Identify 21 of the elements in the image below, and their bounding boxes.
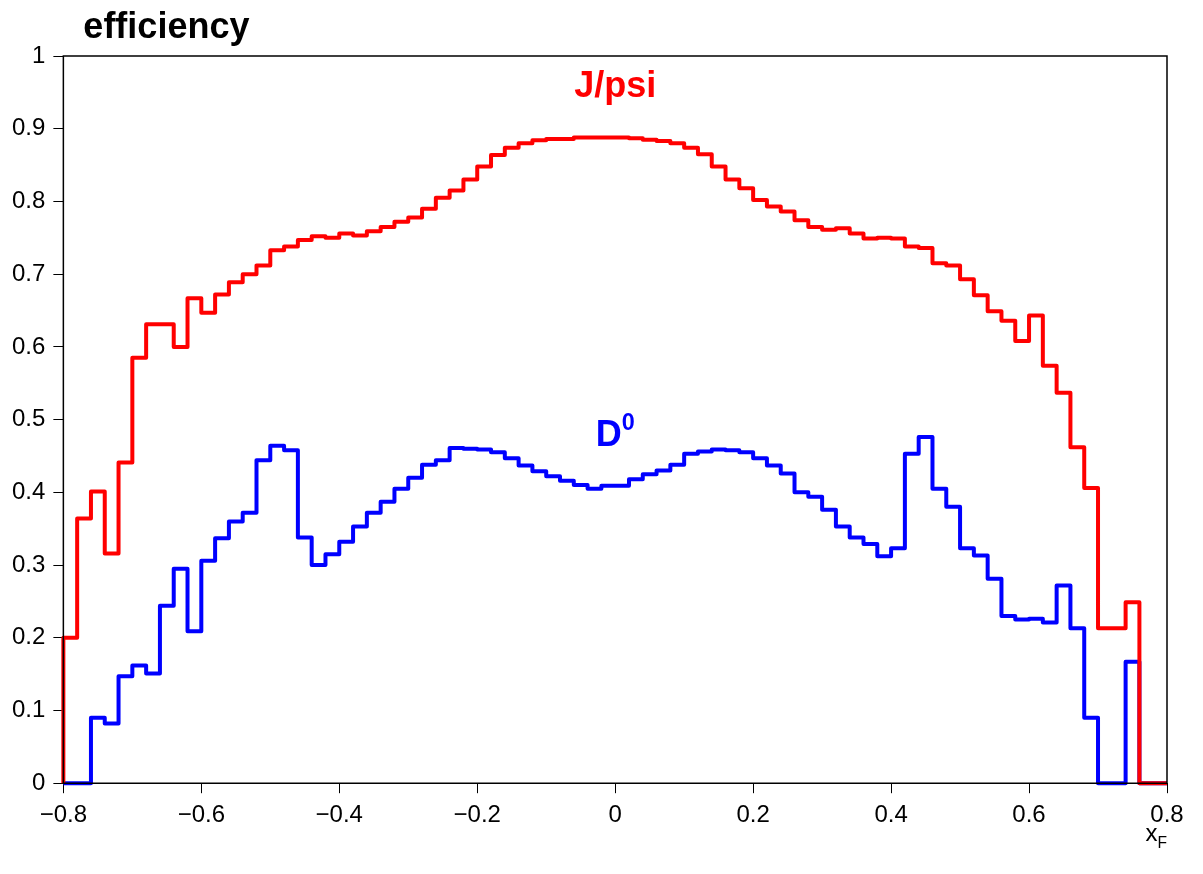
y-tick-label: 0.9 bbox=[11, 113, 46, 141]
x-tick-label: 0 bbox=[608, 800, 622, 828]
x-tick-label: 0.4 bbox=[874, 800, 908, 828]
y-tick-label: 0.5 bbox=[11, 404, 46, 432]
x-tick-label: −0.2 bbox=[453, 800, 501, 828]
x-tick-label: −0.8 bbox=[39, 800, 88, 828]
y-tick-label: 0.1 bbox=[11, 695, 46, 723]
y-tick-label: 0.4 bbox=[11, 476, 46, 504]
y-tick-label: 0.7 bbox=[11, 258, 46, 286]
y-tick-label: 0.2 bbox=[11, 622, 46, 650]
x-tick-label: −0.6 bbox=[177, 800, 226, 828]
y-tick-label: 0.6 bbox=[11, 331, 46, 359]
x-tick-label: 0.2 bbox=[736, 800, 770, 828]
y-tick-label: 0 bbox=[32, 767, 46, 795]
y-tick-label: 0.8 bbox=[11, 186, 46, 214]
series-label: J/psi bbox=[574, 64, 657, 106]
y-tick-label: 1 bbox=[32, 40, 46, 68]
y-tick-label: 0.3 bbox=[11, 549, 46, 577]
x-tick-label: 0.6 bbox=[1012, 800, 1046, 828]
y-axis-title: efficiency bbox=[83, 5, 250, 46]
x-tick-label: −0.4 bbox=[315, 800, 363, 828]
